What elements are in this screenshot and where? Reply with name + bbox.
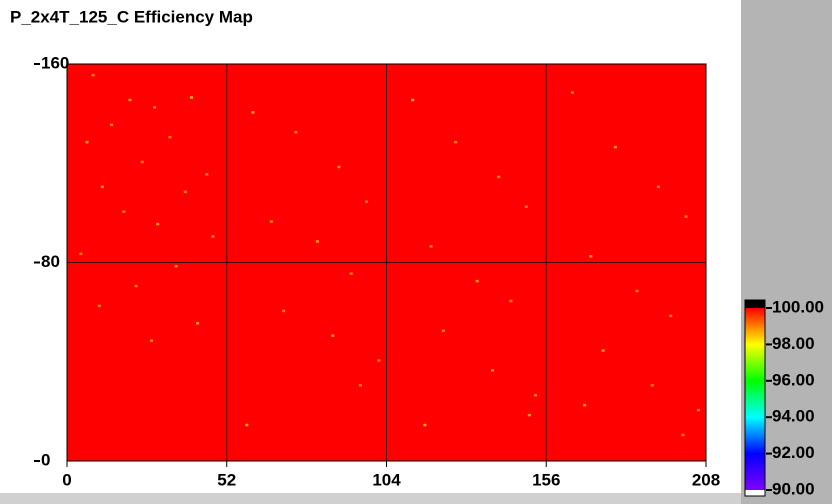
heat-cell bbox=[183, 190, 187, 194]
heat-cell bbox=[122, 210, 126, 213]
heat-cell bbox=[423, 423, 427, 427]
heat-cell bbox=[168, 135, 172, 139]
heat-cell bbox=[650, 384, 654, 387]
colorbar-tick-label: 90.00 bbox=[772, 479, 815, 498]
x-tick-label: 52 bbox=[217, 470, 236, 489]
heat-cell bbox=[441, 329, 445, 332]
heat-cell bbox=[696, 408, 700, 412]
heat-cell bbox=[454, 140, 458, 144]
heat-cell bbox=[282, 309, 286, 313]
heat-cell bbox=[475, 279, 479, 283]
heat-cell bbox=[189, 96, 193, 99]
heat-cell bbox=[245, 423, 249, 427]
heat-cell bbox=[211, 235, 215, 238]
x-tick-label: 104 bbox=[372, 470, 401, 489]
heat-cell bbox=[156, 222, 160, 226]
heat-cell bbox=[91, 73, 95, 77]
heat-cell bbox=[684, 215, 688, 218]
heat-cell bbox=[196, 322, 200, 325]
heat-cell bbox=[315, 240, 319, 243]
heat-cell bbox=[128, 98, 132, 102]
chart-title: P_2x4T_125_C Efficiency Map bbox=[10, 7, 253, 26]
heat-cell bbox=[411, 98, 415, 102]
colorbar bbox=[745, 308, 765, 490]
heat-cell bbox=[533, 394, 538, 397]
heat-cell bbox=[294, 130, 298, 134]
x-tick-label: 156 bbox=[532, 470, 560, 489]
colorbar-top bbox=[745, 300, 765, 308]
colorbar-bottom bbox=[745, 490, 765, 496]
colorbar-tick-label: 100.00 bbox=[772, 297, 824, 316]
heat-cell bbox=[601, 349, 605, 352]
heat-cell bbox=[377, 359, 381, 362]
heat-cell bbox=[589, 255, 593, 258]
heat-cell bbox=[100, 185, 104, 189]
heat-cell bbox=[110, 123, 114, 127]
y-tick-label: 160 bbox=[41, 53, 69, 72]
heat-cell bbox=[669, 314, 673, 318]
bottom-bar bbox=[0, 493, 741, 504]
heat-cell bbox=[149, 339, 154, 342]
heat-cell bbox=[79, 252, 83, 256]
heat-cell bbox=[358, 384, 362, 387]
heat-cell bbox=[681, 433, 685, 437]
heat-cell bbox=[570, 91, 574, 94]
heat-cell bbox=[85, 140, 89, 144]
heat-cell bbox=[613, 145, 617, 149]
heat-cell bbox=[349, 272, 353, 275]
heat-cell bbox=[656, 185, 660, 189]
heat-cell bbox=[337, 165, 341, 169]
x-tick-label: 208 bbox=[692, 470, 720, 489]
heat-cell bbox=[429, 245, 433, 248]
heat-cell bbox=[524, 205, 528, 208]
plot-frame bbox=[66, 63, 707, 462]
y-tick-label: 80 bbox=[41, 252, 60, 271]
colorbar-tick-label: 94.00 bbox=[772, 407, 815, 426]
colorbar-frame bbox=[744, 299, 766, 497]
heat-cell bbox=[140, 160, 144, 164]
heat-cell bbox=[364, 200, 369, 203]
heat-cell bbox=[583, 403, 587, 407]
colorbar-tick-label: 92.00 bbox=[772, 443, 815, 462]
heat-cell bbox=[527, 413, 531, 417]
heat-cell bbox=[174, 264, 178, 268]
heat-cell bbox=[205, 173, 209, 176]
heat-cell bbox=[635, 289, 639, 293]
heat-cell bbox=[490, 369, 495, 372]
heat-cell bbox=[251, 111, 255, 114]
heat-cell bbox=[497, 175, 501, 179]
heat-cell bbox=[331, 334, 335, 337]
heat-cell bbox=[134, 284, 138, 288]
heat-cell bbox=[269, 220, 273, 223]
x-tick-label: 0 bbox=[62, 470, 71, 489]
colorbar-tick-label: 96.00 bbox=[772, 370, 815, 389]
heat-cell bbox=[509, 299, 513, 303]
heat-cell bbox=[97, 304, 101, 308]
heat-cell bbox=[153, 106, 157, 109]
colorbar-tick-label: 98.00 bbox=[772, 334, 815, 353]
y-tick-label: 0 bbox=[41, 450, 50, 469]
